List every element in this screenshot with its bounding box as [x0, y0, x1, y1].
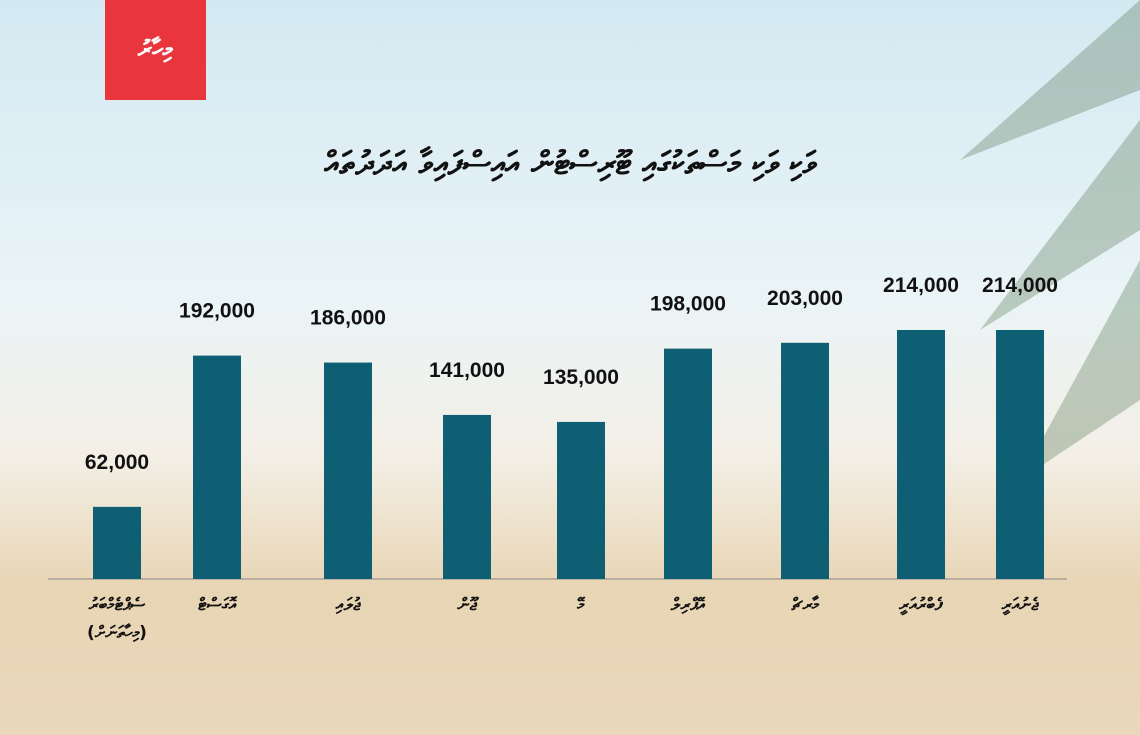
x-tick-label: ސެޕްޓެމްބަރު (މިހާތަނަށް) [87, 595, 147, 643]
bar [897, 330, 945, 579]
bar [664, 348, 712, 579]
bar [781, 342, 829, 579]
value-label: 141,000 [429, 359, 505, 382]
x-tick-label: މޭ [576, 595, 585, 615]
logo: މިހާރު [137, 35, 174, 63]
x-tick-label: ފެބްރުއަރީ [898, 595, 944, 616]
logo-box [105, 0, 206, 100]
value-label: 214,000 [982, 274, 1058, 297]
palm-leaves [960, 0, 1140, 480]
value-label: 214,000 [883, 274, 959, 297]
bar [443, 414, 491, 579]
x-tick-label: މާރޗް [791, 595, 820, 615]
chart-title: ވަކި ވަކި މަސްތަކުގައި ޓޫރިސްޓުން އައިސް… [323, 144, 817, 182]
bar [557, 421, 605, 579]
x-tick-label: ޖެނުއަރީ [1001, 595, 1040, 616]
x-tick-label: ޖުލައި [335, 595, 362, 615]
value-label: 203,000 [767, 287, 843, 310]
value-label: 186,000 [310, 307, 386, 330]
bar [996, 330, 1044, 579]
bar [324, 362, 372, 579]
x-tick-label: އޭޕްރިލް [670, 595, 706, 615]
x-tick-label: ޖޫން [456, 595, 479, 615]
value-label: 192,000 [179, 300, 255, 323]
value-label: 62,000 [85, 451, 149, 474]
x-tick-label: އޮގަސްޓް [198, 595, 237, 615]
bar [193, 355, 241, 579]
bar [93, 506, 141, 579]
value-label: 135,000 [543, 366, 619, 389]
value-label: 198,000 [650, 293, 726, 316]
